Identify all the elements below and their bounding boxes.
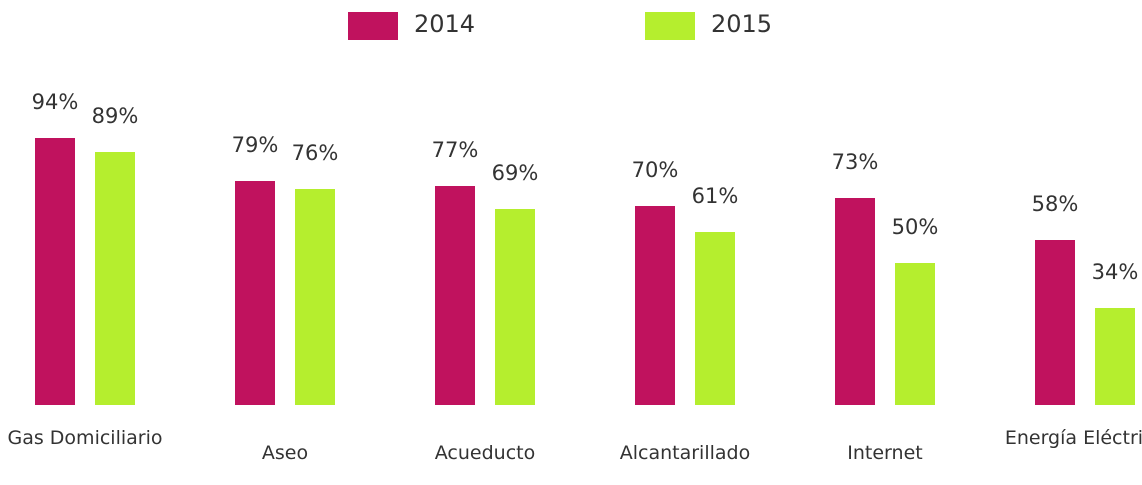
bar: [695, 231, 735, 405]
data-label: 79%: [231, 132, 279, 157]
data-label: 69%: [491, 161, 539, 186]
legend-swatch: [348, 12, 398, 40]
x-tick-label: Gas Domiciliario: [7, 427, 163, 449]
x-tick-label: Internet: [847, 442, 923, 464]
bar: [1035, 240, 1075, 405]
x-tick-label: Alcantarillado: [619, 442, 751, 464]
data-label: 70%: [631, 158, 679, 183]
legend-label: 2014: [414, 10, 476, 38]
data-label: 73%: [831, 149, 879, 174]
bar: [635, 206, 675, 405]
bar: [235, 180, 275, 405]
bar: [895, 263, 935, 405]
bar: [295, 189, 335, 405]
x-tick-label: Energía Eléctrica: [1004, 427, 1142, 449]
data-label: 76%: [291, 141, 339, 166]
bar: [435, 186, 475, 405]
x-tick-label: Acueducto: [434, 442, 536, 464]
data-label: 94%: [31, 90, 79, 115]
data-label: 58%: [1031, 192, 1079, 217]
bar: [35, 138, 75, 405]
bar: [1095, 308, 1135, 405]
legend-swatch: [645, 12, 695, 40]
x-tick-label: Aseo: [261, 442, 309, 464]
bar: [835, 197, 875, 405]
data-label: 61%: [691, 183, 739, 208]
data-label: 77%: [431, 138, 479, 163]
bar: [95, 152, 135, 405]
data-label: 50%: [891, 215, 939, 239]
bar: [495, 209, 535, 405]
data-label: 34%: [1091, 260, 1139, 285]
legend-label: 2015: [711, 10, 773, 38]
data-label: 89%: [91, 104, 139, 129]
